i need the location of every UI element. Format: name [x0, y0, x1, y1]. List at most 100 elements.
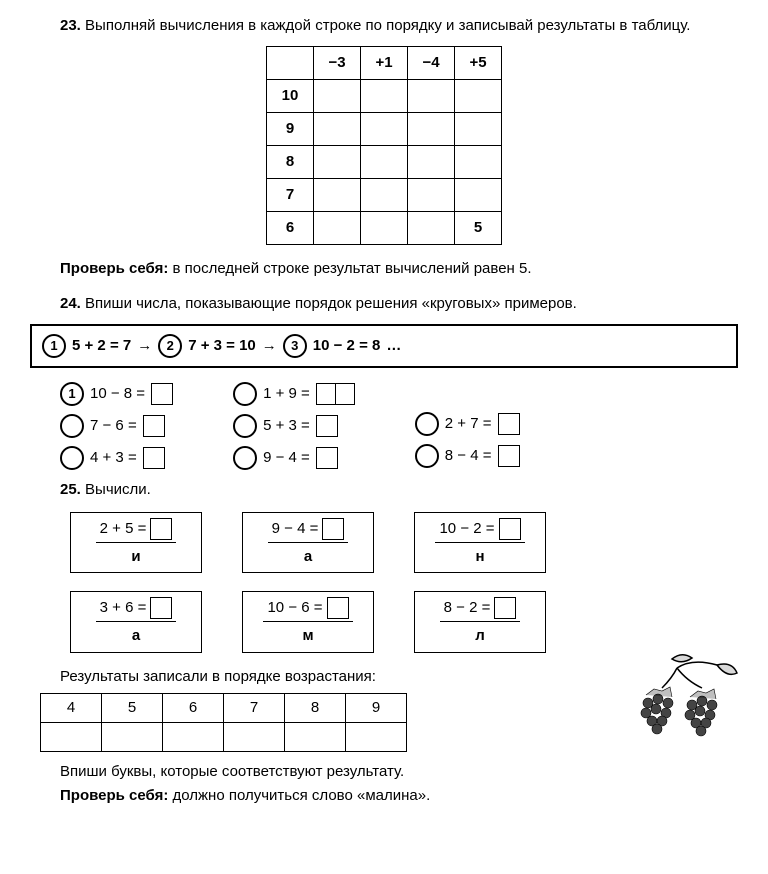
- ex23-header-row: −3 +1 −4 +5: [267, 47, 502, 80]
- ex25-prompt: 25. Вычисли.: [30, 480, 738, 500]
- letter-cell[interactable]: [285, 722, 346, 751]
- ex25-instruction: Впиши буквы, которые соответствуют резул…: [30, 762, 738, 782]
- calc-box: 3 + 6 = а: [70, 591, 202, 652]
- step-trail: …: [386, 336, 401, 356]
- ex23-prompt: 23. Выполняй вычисления в каждой строке …: [30, 16, 738, 36]
- ex25-number: 25.: [60, 481, 81, 498]
- ex25-result-table: 4 5 6 7 8 9: [40, 693, 407, 752]
- answer-box[interactable]: [499, 518, 521, 540]
- result-cell: 4: [41, 693, 102, 722]
- letter-cell[interactable]: [163, 722, 224, 751]
- calc-letter: л: [415, 624, 545, 651]
- ex24-col2: 1 + 9 = 5 + 3 = 9 − 4 =: [233, 382, 355, 470]
- ex24-problems: 1 10 − 8 = 7 − 6 = 4 + 3 = 1 + 9 = 5 + 3…: [60, 382, 738, 470]
- check-text: должно получиться слово «малина».: [173, 787, 431, 804]
- calc-letter: а: [71, 624, 201, 651]
- order-circle[interactable]: [415, 412, 439, 436]
- calc-box: 2 + 5 = и: [70, 512, 202, 573]
- order-circle[interactable]: [60, 414, 84, 438]
- problem-expr: 1 + 9 =: [263, 384, 310, 404]
- calc-letter: и: [71, 545, 201, 572]
- calc-expr: 8 − 2 =: [444, 598, 491, 618]
- calc-letter: а: [243, 545, 373, 572]
- ex24-prompt: 24. Впиши числа, показывающие порядок ре…: [30, 294, 738, 314]
- problem-expr: 9 − 4 =: [263, 448, 310, 468]
- ex23-h0: [267, 47, 314, 80]
- ex24-example-box: 1 5 + 2 = 7 → 2 7 + 3 = 10 → 3 10 − 2 = …: [30, 324, 738, 368]
- order-circle[interactable]: [233, 382, 257, 406]
- answer-box[interactable]: [494, 597, 516, 619]
- result-letters-row: [41, 722, 407, 751]
- ex23-h1: −3: [314, 47, 361, 80]
- table-row: 65: [267, 212, 502, 245]
- answer-box[interactable]: [316, 415, 338, 437]
- answer-box[interactable]: [143, 447, 165, 469]
- calc-box: 8 − 2 = л: [414, 591, 546, 652]
- letter-cell[interactable]: [224, 722, 285, 751]
- table-row: 7: [267, 179, 502, 212]
- table-row: 9: [267, 113, 502, 146]
- problem: 2 + 7 =: [415, 412, 520, 436]
- ex23-h4: +5: [455, 47, 502, 80]
- problem-expr: 2 + 7 =: [445, 414, 492, 434]
- ex25-check: Проверь себя: должно получиться слово «м…: [30, 786, 738, 806]
- letter-cell[interactable]: [41, 722, 102, 751]
- letter-cell[interactable]: [346, 722, 407, 751]
- check-text: в последней строке результат вычислений …: [173, 260, 532, 277]
- step-expr-3: 10 − 2 = 8: [313, 336, 381, 356]
- step-circle-1: 1: [42, 334, 66, 358]
- ex23-number: 23.: [60, 17, 81, 34]
- result-values-row: 4 5 6 7 8 9: [41, 693, 407, 722]
- order-circle[interactable]: 1: [60, 382, 84, 406]
- result-cell: 7: [224, 693, 285, 722]
- calc-expr: 10 − 2 =: [439, 519, 494, 539]
- answer-box[interactable]: [498, 413, 520, 435]
- answer-box[interactable]: [498, 445, 520, 467]
- table-row: 8: [267, 146, 502, 179]
- problem: 8 − 4 =: [415, 444, 520, 468]
- calc-box: 10 − 2 = н: [414, 512, 546, 573]
- step-expr-2: 7 + 3 = 10: [188, 336, 256, 356]
- order-circle[interactable]: [233, 414, 257, 438]
- problem-expr: 8 − 4 =: [445, 446, 492, 466]
- problem: 4 + 3 =: [60, 446, 173, 470]
- result-cell: 6: [163, 693, 224, 722]
- answer-box[interactable]: [322, 518, 344, 540]
- check-label: Проверь себя:: [60, 787, 168, 804]
- problem: 5 + 3 =: [233, 414, 355, 438]
- answer-box[interactable]: [151, 383, 173, 405]
- ex24-col3: 2 + 7 = 8 − 4 =: [415, 412, 520, 470]
- result-row-wrap: 4 5 6 7 8 9: [30, 693, 738, 752]
- calc-letter: м: [243, 624, 373, 651]
- ex25-row2: 3 + 6 = а 10 − 6 = м 8 − 2 = л: [70, 591, 738, 652]
- answer-box[interactable]: [150, 518, 172, 540]
- calc-letter: н: [415, 545, 545, 572]
- answer-box-wide[interactable]: [316, 383, 355, 405]
- result-cell: 8: [285, 693, 346, 722]
- result-cell: 9: [346, 693, 407, 722]
- letter-cell[interactable]: [102, 722, 163, 751]
- ex24-number: 24.: [60, 295, 81, 312]
- answer-box[interactable]: [143, 415, 165, 437]
- answer-box[interactable]: [327, 597, 349, 619]
- step-circle-3: 3: [283, 334, 307, 358]
- problem: 9 − 4 =: [233, 446, 355, 470]
- ex23-table: −3 +1 −4 +5 10 9 8 7 65: [266, 46, 502, 245]
- calc-expr: 9 − 4 =: [272, 519, 319, 539]
- order-circle[interactable]: [60, 446, 84, 470]
- calc-expr: 3 + 6 =: [100, 598, 147, 618]
- order-circle[interactable]: [233, 446, 257, 470]
- answer-box[interactable]: [316, 447, 338, 469]
- ex24-col1: 1 10 − 8 = 7 − 6 = 4 + 3 =: [60, 382, 173, 470]
- ex23-h3: −4: [408, 47, 455, 80]
- problem-expr: 10 − 8 =: [90, 384, 145, 404]
- table-row: 10: [267, 80, 502, 113]
- result-cell: 5: [102, 693, 163, 722]
- order-circle[interactable]: [415, 444, 439, 468]
- ex24-text: Впиши числа, показывающие порядок решени…: [85, 295, 577, 312]
- problem-expr: 7 − 6 =: [90, 416, 137, 436]
- answer-box[interactable]: [150, 597, 172, 619]
- arrow-icon: →: [262, 336, 277, 356]
- ex25-text: Вычисли.: [85, 481, 151, 498]
- ex25-row1: 2 + 5 = и 9 − 4 = а 10 − 2 = н: [70, 512, 738, 573]
